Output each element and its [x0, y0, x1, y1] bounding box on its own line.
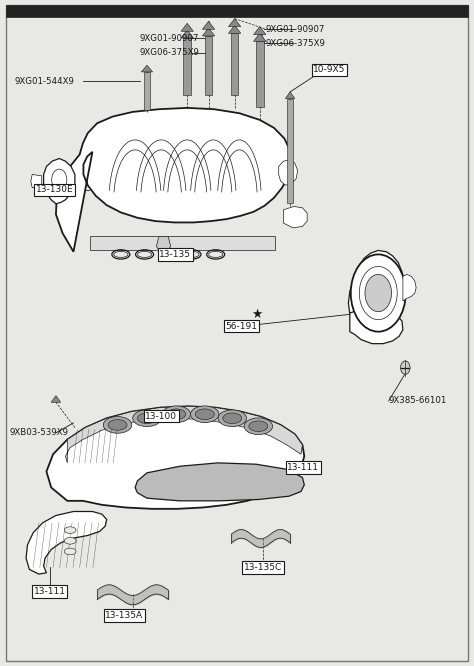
Text: 9XG06-375X9: 9XG06-375X9 [140, 48, 200, 57]
Polygon shape [256, 41, 264, 107]
Text: 9X385-66101: 9X385-66101 [389, 396, 447, 406]
Polygon shape [46, 406, 304, 509]
Ellipse shape [64, 537, 76, 544]
Polygon shape [202, 21, 215, 29]
Circle shape [52, 169, 67, 190]
Text: 13-135A: 13-135A [105, 611, 143, 620]
Text: 13-100: 13-100 [145, 412, 177, 421]
Ellipse shape [64, 548, 76, 555]
Polygon shape [254, 27, 266, 35]
Polygon shape [285, 92, 295, 99]
Ellipse shape [103, 417, 132, 434]
Ellipse shape [218, 410, 246, 426]
Ellipse shape [137, 413, 156, 424]
Ellipse shape [133, 410, 161, 426]
Polygon shape [183, 38, 191, 95]
Text: 13-111: 13-111 [287, 463, 319, 472]
Text: ★: ★ [251, 308, 263, 321]
Polygon shape [348, 250, 404, 321]
Circle shape [401, 361, 410, 374]
Ellipse shape [162, 406, 191, 423]
Text: 9XB03-539X9: 9XB03-539X9 [9, 428, 68, 438]
Polygon shape [231, 33, 238, 95]
Polygon shape [202, 28, 215, 36]
Polygon shape [31, 174, 42, 188]
Polygon shape [181, 30, 193, 38]
Ellipse shape [167, 409, 186, 420]
Polygon shape [228, 19, 241, 27]
Polygon shape [254, 33, 266, 41]
Polygon shape [65, 406, 302, 463]
Polygon shape [90, 236, 275, 250]
Polygon shape [205, 36, 212, 95]
Polygon shape [287, 99, 293, 203]
Ellipse shape [108, 420, 127, 430]
Ellipse shape [195, 409, 214, 420]
Text: 13-135C: 13-135C [244, 563, 282, 572]
Polygon shape [144, 72, 150, 110]
Text: 9XG01-90907: 9XG01-90907 [140, 34, 199, 43]
Circle shape [365, 274, 392, 312]
Polygon shape [135, 463, 304, 501]
Polygon shape [156, 236, 171, 253]
Text: 13-130E: 13-130E [36, 185, 73, 194]
Polygon shape [403, 274, 416, 301]
Polygon shape [181, 23, 193, 31]
Ellipse shape [223, 413, 242, 424]
Text: 10-9X5: 10-9X5 [313, 65, 346, 75]
Polygon shape [26, 511, 107, 574]
Polygon shape [279, 160, 298, 185]
Polygon shape [6, 5, 468, 17]
Ellipse shape [64, 527, 76, 533]
Text: 9XG01-544X9: 9XG01-544X9 [14, 77, 74, 86]
Polygon shape [350, 308, 403, 344]
Polygon shape [228, 25, 241, 33]
Polygon shape [51, 396, 61, 402]
Circle shape [351, 254, 406, 332]
Text: 56-191: 56-191 [226, 322, 258, 331]
Polygon shape [56, 108, 291, 252]
Polygon shape [283, 206, 307, 228]
Text: 13-111: 13-111 [34, 587, 66, 596]
Ellipse shape [191, 406, 219, 423]
Polygon shape [141, 65, 153, 72]
Ellipse shape [244, 418, 273, 435]
Text: 9XG06-375X9: 9XG06-375X9 [265, 39, 325, 48]
Polygon shape [44, 159, 75, 204]
Text: 9XG01-90907: 9XG01-90907 [265, 25, 325, 34]
Text: 13-135: 13-135 [159, 250, 191, 259]
Ellipse shape [249, 421, 268, 432]
